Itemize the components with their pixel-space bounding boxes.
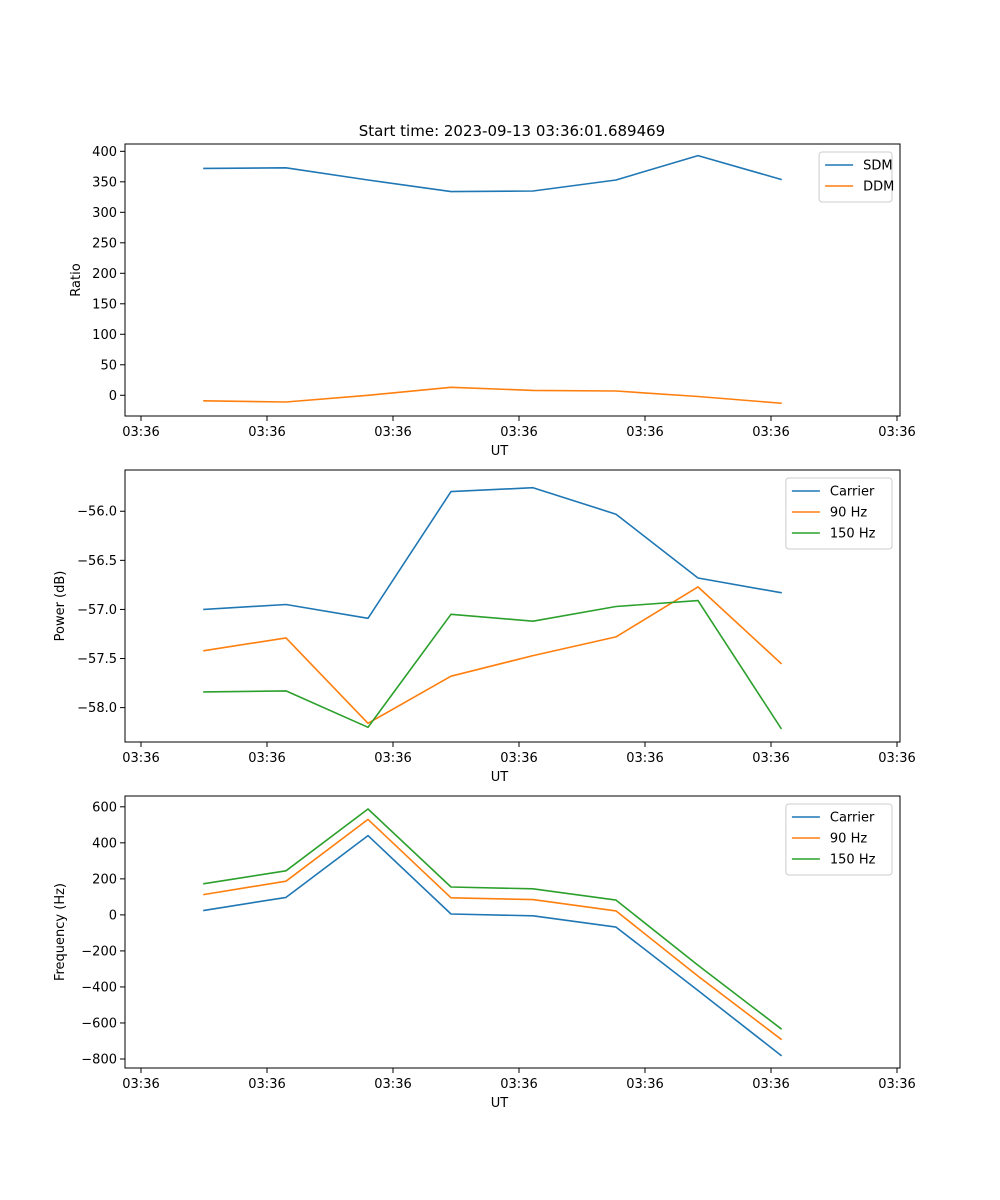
legend-label: Carrier — [830, 485, 875, 500]
x-tick-label: 03:36 — [878, 1077, 915, 1092]
y-tick-label: 150 — [92, 297, 117, 312]
x-tick-label: 03:36 — [122, 751, 159, 766]
x-tick-label: 03:36 — [752, 751, 789, 766]
legend-label: DDM — [863, 180, 894, 195]
legend-label: 150 Hz — [830, 853, 876, 868]
x-tick-label: 03:36 — [752, 1077, 789, 1092]
panel-3: 03:36 03:36 03:36 03:36 03:36 03:36 03:36 −800 −… — [53, 795, 916, 1111]
legend-label: SDM — [863, 159, 892, 174]
legend-box — [785, 803, 893, 876]
y-tick-label: −400 — [81, 980, 117, 995]
series-line-150-hz — [203, 599, 783, 730]
y-tick-label: −57.5 — [77, 652, 117, 667]
series-line-90-hz — [203, 586, 783, 725]
legend-box — [785, 477, 893, 550]
y-tick-label: −600 — [81, 1016, 117, 1031]
x-tick-label: 03:36 — [500, 1077, 537, 1092]
series-line-90-hz — [203, 818, 783, 1041]
figure-title: Start time: 2023-09-13 03:36:01.689469 — [359, 122, 665, 140]
legend-label: 90 Hz — [830, 832, 867, 847]
panel-1: 03:36 03:36 03:36 03:36 03:36 03:36 03:36 0 50 10… — [69, 143, 916, 459]
x-tick-label: 03:36 — [248, 425, 285, 440]
x-tick-label: 03:36 — [878, 425, 915, 440]
x-axis-label: UT — [491, 770, 509, 785]
y-tick-label: 400 — [92, 145, 117, 160]
x-tick-label: 03:36 — [626, 751, 663, 766]
y-axis-label: Power (dB) — [53, 571, 68, 642]
series-line-carrier — [203, 834, 783, 1057]
legend: Carrier 90 Hz 150 Hz — [785, 477, 893, 550]
legend: Carrier 90 Hz 150 Hz — [785, 803, 893, 876]
y-tick-label: 300 — [92, 206, 117, 221]
y-tick-label: 0 — [109, 389, 117, 404]
x-tick-label: 03:36 — [248, 751, 285, 766]
y-tick-label: 400 — [92, 836, 117, 851]
y-tick-label: 50 — [100, 358, 117, 373]
x-tick-label: 03:36 — [878, 751, 915, 766]
y-tick-label: −57.0 — [77, 603, 117, 618]
x-tick-label: 03:36 — [500, 425, 537, 440]
x-axis-label: UT — [491, 1096, 509, 1111]
x-tick-label: 03:36 — [500, 751, 537, 766]
series-line-ddm — [203, 386, 782, 405]
x-tick-label: 03:36 — [122, 425, 159, 440]
x-tick-label: 03:36 — [122, 1077, 159, 1092]
y-tick-label: 250 — [92, 236, 117, 251]
axes-frame — [124, 143, 901, 417]
series-line-carrier — [203, 486, 782, 620]
axes-frame — [124, 795, 901, 1069]
x-tick-label: 03:36 — [248, 1077, 285, 1092]
x-tick-label: 03:36 — [752, 425, 789, 440]
x-axis-label: UT — [491, 444, 509, 459]
series-line-150-hz — [203, 808, 783, 1030]
legend-label: Carrier — [830, 811, 875, 826]
y-tick-label: −56.5 — [77, 554, 117, 569]
legend-label: 150 Hz — [830, 527, 876, 542]
y-tick-label: −800 — [81, 1052, 117, 1067]
y-tick-label: 100 — [92, 328, 117, 343]
y-tick-label: −58.0 — [77, 701, 117, 716]
y-tick-label: 350 — [92, 175, 117, 190]
y-tick-label: 0 — [109, 908, 117, 923]
x-tick-label: 03:36 — [626, 425, 663, 440]
panel-2: 03:36 03:36 03:36 03:36 03:36 03:36 03:36 −58.0… — [53, 469, 916, 785]
y-tick-label: 600 — [92, 800, 117, 815]
legend-label: 90 Hz — [830, 506, 867, 521]
x-tick-label: 03:36 — [374, 1077, 411, 1092]
y-tick-label: −56.0 — [77, 505, 117, 520]
legend: SDM DDM — [818, 151, 894, 203]
x-tick-label: 03:36 — [374, 425, 411, 440]
y-tick-label: 200 — [92, 267, 117, 282]
series-line-sdm — [203, 154, 782, 193]
x-tick-label: 03:36 — [374, 751, 411, 766]
y-axis-label: Frequency (Hz) — [53, 883, 68, 981]
y-tick-label: 200 — [92, 872, 117, 887]
axes-frame — [124, 469, 901, 743]
x-tick-label: 03:36 — [626, 1077, 663, 1092]
y-tick-label: −200 — [81, 944, 117, 959]
y-axis-label: Ratio — [69, 263, 84, 296]
